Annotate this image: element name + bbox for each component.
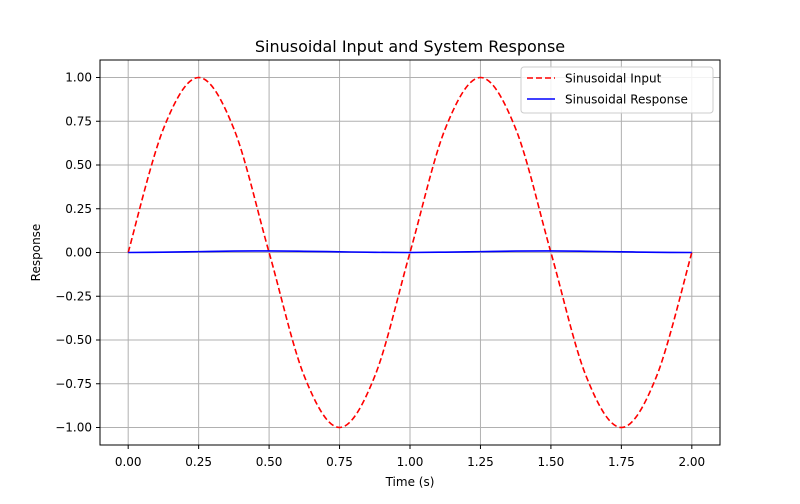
ticks-layer: 0.00 0.25 0.50 0.75 1.00 1.25 1.50 1.75 2.00 −1.0… xyxy=(55,71,705,470)
legend-label: Sinusoidal Response xyxy=(565,93,688,107)
y-tick-label: −0.25 xyxy=(55,289,92,303)
x-tick-label: 1.75 xyxy=(608,455,635,469)
x-tick-label: 0.00 xyxy=(115,455,142,469)
y-tick-label: 0.25 xyxy=(65,202,92,216)
y-tick-label: 0.50 xyxy=(65,158,92,172)
x-axis-label: Time (s) xyxy=(385,475,435,489)
chart-title: Sinusoidal Input and System Response xyxy=(255,37,565,56)
y-tick-label: 0.75 xyxy=(65,114,92,128)
x-tick-label: 1.50 xyxy=(538,455,565,469)
y-tick-label: −0.50 xyxy=(55,333,92,347)
y-tick-label: −0.75 xyxy=(55,377,92,391)
x-tick-label: 1.00 xyxy=(397,455,424,469)
legend-label: Sinusoidal Input xyxy=(565,72,662,86)
y-tick-label: 0.00 xyxy=(65,246,92,260)
x-tick-label: 0.75 xyxy=(326,455,353,469)
x-tick-label: 0.50 xyxy=(256,455,283,469)
series-layer xyxy=(127,76,693,429)
x-tick-label: 0.25 xyxy=(185,455,212,469)
y-tick-label: 1.00 xyxy=(65,71,92,85)
x-tick-label: 2.00 xyxy=(678,455,705,469)
series-line-sinusoidal-response xyxy=(128,250,692,254)
legend: Sinusoidal Input Sinusoidal Response xyxy=(520,66,714,114)
y-axis-label: Response xyxy=(29,224,43,282)
legend-box xyxy=(520,66,714,114)
x-tick-label: 1.25 xyxy=(467,455,494,469)
y-tick-label: −1.00 xyxy=(55,421,92,435)
